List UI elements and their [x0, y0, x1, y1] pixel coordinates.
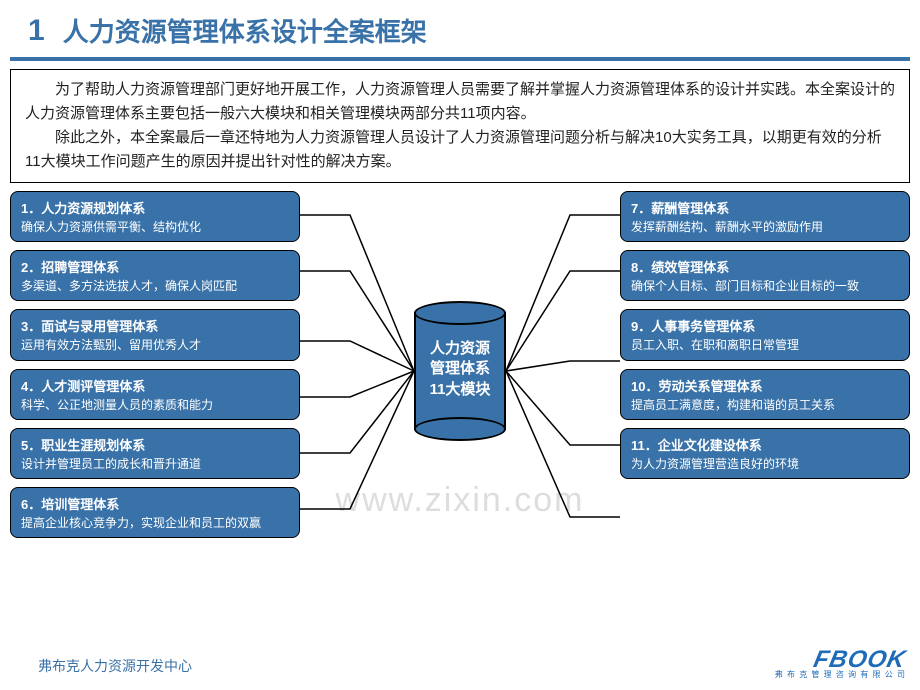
- module-title: 6．培训管理体系: [21, 494, 289, 513]
- footer-text: 弗布克人力资源开发中心: [38, 656, 192, 676]
- right-column: 7．薪酬管理体系发挥薪酬结构、薪酬水平的激励作用 8．绩效管理体系确保个人目标、部…: [620, 191, 910, 487]
- module-desc: 运用有效方法甄别、留用优秀人才: [21, 337, 289, 353]
- logo-main: FBOOK: [775, 649, 906, 671]
- intro-box: 为了帮助人力资源管理部门更好地开展工作，人力资源管理人员需要了解并掌握人力资源管…: [10, 69, 910, 183]
- cyl-line-2: 管理体系: [414, 359, 506, 379]
- cylinder-label: 人力资源 管理体系 11大模块: [414, 339, 506, 400]
- module-left-3: 3．面试与录用管理体系运用有效方法甄别、留用优秀人才: [10, 309, 300, 360]
- module-title: 9．人事事务管理体系: [631, 316, 899, 335]
- module-desc: 多渠道、多方法选拔人才，确保人岗匹配: [21, 278, 289, 294]
- watermark: www.zixin.com: [336, 481, 585, 520]
- module-desc: 确保个人目标、部门目标和企业目标的一致: [631, 278, 899, 294]
- module-title: 1．人力资源规划体系: [21, 198, 289, 217]
- module-title: 2．招聘管理体系: [21, 257, 289, 276]
- module-desc: 确保人力资源供需平衡、结构优化: [21, 219, 289, 235]
- module-desc: 员工入职、在职和离职日常管理: [631, 337, 899, 353]
- module-desc: 发挥薪酬结构、薪酬水平的激励作用: [631, 219, 899, 235]
- module-desc: 为人力资源管理营造良好的环境: [631, 456, 899, 472]
- module-right-1: 7．薪酬管理体系发挥薪酬结构、薪酬水平的激励作用: [620, 191, 910, 242]
- module-right-4: 10．劳动关系管理体系提高员工满意度，构建和谐的员工关系: [620, 369, 910, 420]
- title-number: 1: [28, 14, 45, 48]
- module-desc: 科学、公正地测量人员的素质和能力: [21, 397, 289, 413]
- module-desc: 提高企业核心竞争力，实现企业和员工的双赢: [21, 515, 289, 531]
- left-column: 1．人力资源规划体系确保人力资源供需平衡、结构优化 2．招聘管理体系多渠道、多方法…: [10, 191, 300, 546]
- title-underline: [10, 57, 910, 61]
- center-cylinder: 人力资源 管理体系 11大模块: [414, 301, 506, 441]
- diagram: www.zixin.com 1．人力资源规划体系确保人力资源供需平衡、结构优化 2…: [10, 191, 910, 611]
- intro-paragraph-1: 为了帮助人力资源管理部门更好地开展工作，人力资源管理人员需要了解并掌握人力资源管…: [25, 78, 895, 126]
- module-title: 7．薪酬管理体系: [631, 198, 899, 217]
- module-title: 5．职业生涯规划体系: [21, 435, 289, 454]
- intro-paragraph-2: 除此之外，本全案最后一章还特地为人力资源管理人员设计了人力资源管理问题分析与解决…: [25, 126, 895, 174]
- title-bar: 1 人力资源管理体系设计全案框架: [0, 0, 920, 57]
- module-title: 11．企业文化建设体系: [631, 435, 899, 454]
- module-title: 8．绩效管理体系: [631, 257, 899, 276]
- cyl-line-1: 人力资源: [414, 339, 506, 359]
- module-right-2: 8．绩效管理体系确保个人目标、部门目标和企业目标的一致: [620, 250, 910, 301]
- module-right-3: 9．人事事务管理体系员工入职、在职和离职日常管理: [620, 309, 910, 360]
- module-left-2: 2．招聘管理体系多渠道、多方法选拔人才，确保人岗匹配: [10, 250, 300, 301]
- module-title: 3．面试与录用管理体系: [21, 316, 289, 335]
- module-left-6: 6．培训管理体系提高企业核心竞争力，实现企业和员工的双赢: [10, 487, 300, 538]
- module-left-1: 1．人力资源规划体系确保人力资源供需平衡、结构优化: [10, 191, 300, 242]
- module-title: 4．人才测评管理体系: [21, 376, 289, 395]
- logo: FBOOK 弗 布 克 管 理 咨 询 有 限 公 司: [775, 649, 906, 680]
- module-left-4: 4．人才测评管理体系科学、公正地测量人员的素质和能力: [10, 369, 300, 420]
- module-desc: 提高员工满意度，构建和谐的员工关系: [631, 397, 899, 413]
- module-desc: 设计并管理员工的成长和晋升通道: [21, 456, 289, 472]
- cyl-line-3: 11大模块: [414, 380, 506, 400]
- title-text: 人力资源管理体系设计全案框架: [63, 12, 427, 49]
- cylinder-bottom: [414, 417, 506, 441]
- cylinder-top: [414, 301, 506, 325]
- module-title: 10．劳动关系管理体系: [631, 376, 899, 395]
- module-left-5: 5．职业生涯规划体系设计并管理员工的成长和晋升通道: [10, 428, 300, 479]
- module-right-5: 11．企业文化建设体系为人力资源管理营造良好的环境: [620, 428, 910, 479]
